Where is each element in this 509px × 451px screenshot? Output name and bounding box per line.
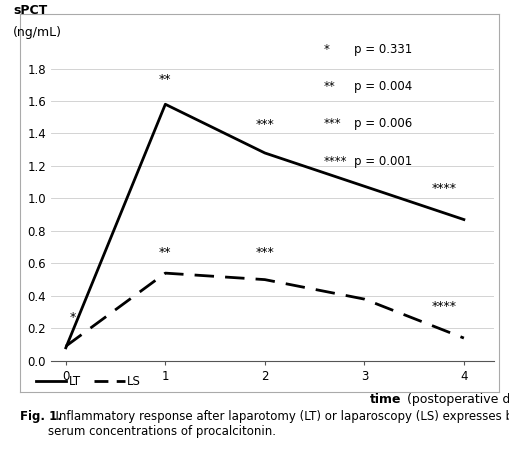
Text: **: **: [159, 74, 172, 87]
Text: LS: LS: [127, 375, 141, 387]
Text: ***: ***: [256, 246, 274, 259]
Text: p = 0.004: p = 0.004: [354, 80, 412, 93]
Text: time: time: [370, 393, 401, 406]
Text: *: *: [323, 42, 329, 55]
Text: Inflammatory response after laparotomy (LT) or laparoscopy (LS) expresses by
ser: Inflammatory response after laparotomy (…: [48, 410, 509, 438]
Text: Fig. 1.: Fig. 1.: [20, 410, 62, 423]
Text: ***: ***: [323, 117, 341, 130]
Text: ****: ****: [323, 155, 347, 168]
Text: ****: ****: [432, 300, 457, 313]
Text: LT: LT: [69, 375, 81, 387]
Text: **: **: [159, 246, 172, 259]
Text: **: **: [323, 80, 335, 93]
Text: ****: ****: [432, 182, 457, 195]
Text: p = 0.006: p = 0.006: [354, 117, 412, 130]
Text: *: *: [70, 311, 76, 324]
Text: (postoperative days): (postoperative days): [403, 393, 509, 406]
Text: (ng/mL): (ng/mL): [13, 26, 62, 39]
Text: p = 0.331: p = 0.331: [354, 42, 412, 55]
Text: p = 0.001: p = 0.001: [354, 155, 412, 168]
Text: sPCT: sPCT: [13, 4, 47, 17]
Text: ***: ***: [256, 118, 274, 131]
